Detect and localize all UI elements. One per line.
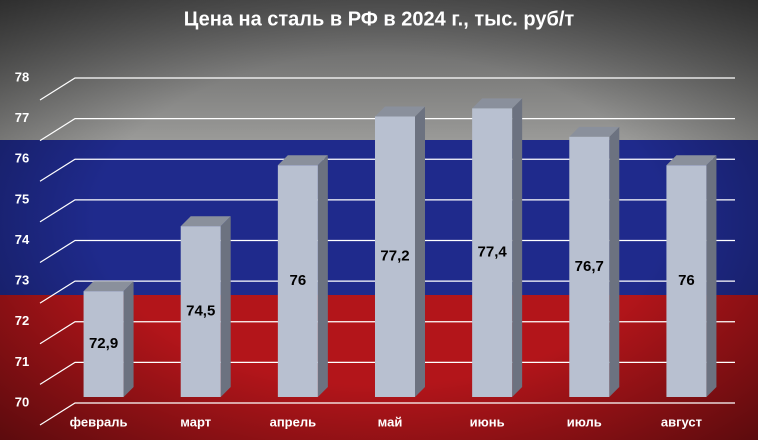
- y-tick-label: 77: [15, 110, 29, 125]
- x-tick-label: июнь: [470, 414, 505, 429]
- bar-top: [180, 216, 231, 227]
- y-tick-label: 74: [15, 232, 30, 247]
- bar-side: [706, 155, 717, 397]
- y-tick-label: 75: [15, 191, 29, 206]
- x-tick-label: май: [378, 414, 403, 429]
- y-tick-label: 72: [15, 313, 29, 328]
- bar-side: [317, 155, 328, 397]
- bar-top: [277, 155, 328, 166]
- value-label: 72,9: [89, 335, 118, 352]
- bar: [180, 226, 221, 397]
- y-tick-label: 71: [15, 354, 29, 369]
- x-tick-label: август: [661, 414, 702, 429]
- bar-side: [609, 126, 620, 397]
- bar-side: [220, 216, 231, 397]
- y-tick-label: 73: [15, 273, 29, 288]
- x-tick-label: февраль: [70, 414, 128, 429]
- chart-title: Цена на сталь в РФ в 2024 г., тыс. руб/т: [184, 8, 575, 30]
- bar-side: [512, 98, 523, 397]
- bar: [472, 108, 513, 397]
- bar: [569, 136, 610, 397]
- bar-top: [666, 155, 717, 166]
- x-tick-label: апрель: [270, 414, 317, 429]
- bar-top: [375, 106, 425, 117]
- x-tick-label: июль: [567, 414, 602, 429]
- value-label: 74,5: [186, 303, 215, 320]
- y-tick-label: 70: [15, 394, 29, 409]
- bar-side: [415, 106, 425, 397]
- bar-side: [123, 281, 134, 397]
- y-tick-label: 76: [15, 151, 29, 166]
- bar-top: [83, 281, 134, 292]
- value-label: 77,2: [380, 248, 409, 265]
- x-tick-label: март: [180, 414, 211, 429]
- bar-top: [472, 98, 523, 109]
- y-tick-label: 78: [15, 69, 29, 84]
- bar: [277, 165, 318, 397]
- bar-top: [569, 126, 620, 137]
- bar: [666, 165, 707, 397]
- value-label: 77,4: [478, 244, 508, 261]
- grid-line: [39, 77, 735, 101]
- bar: [83, 291, 124, 397]
- value-label: 76: [678, 272, 695, 289]
- grid-line: [39, 402, 735, 426]
- bar: [375, 116, 415, 397]
- value-label: 76,7: [575, 258, 604, 275]
- value-label: 76: [290, 272, 307, 289]
